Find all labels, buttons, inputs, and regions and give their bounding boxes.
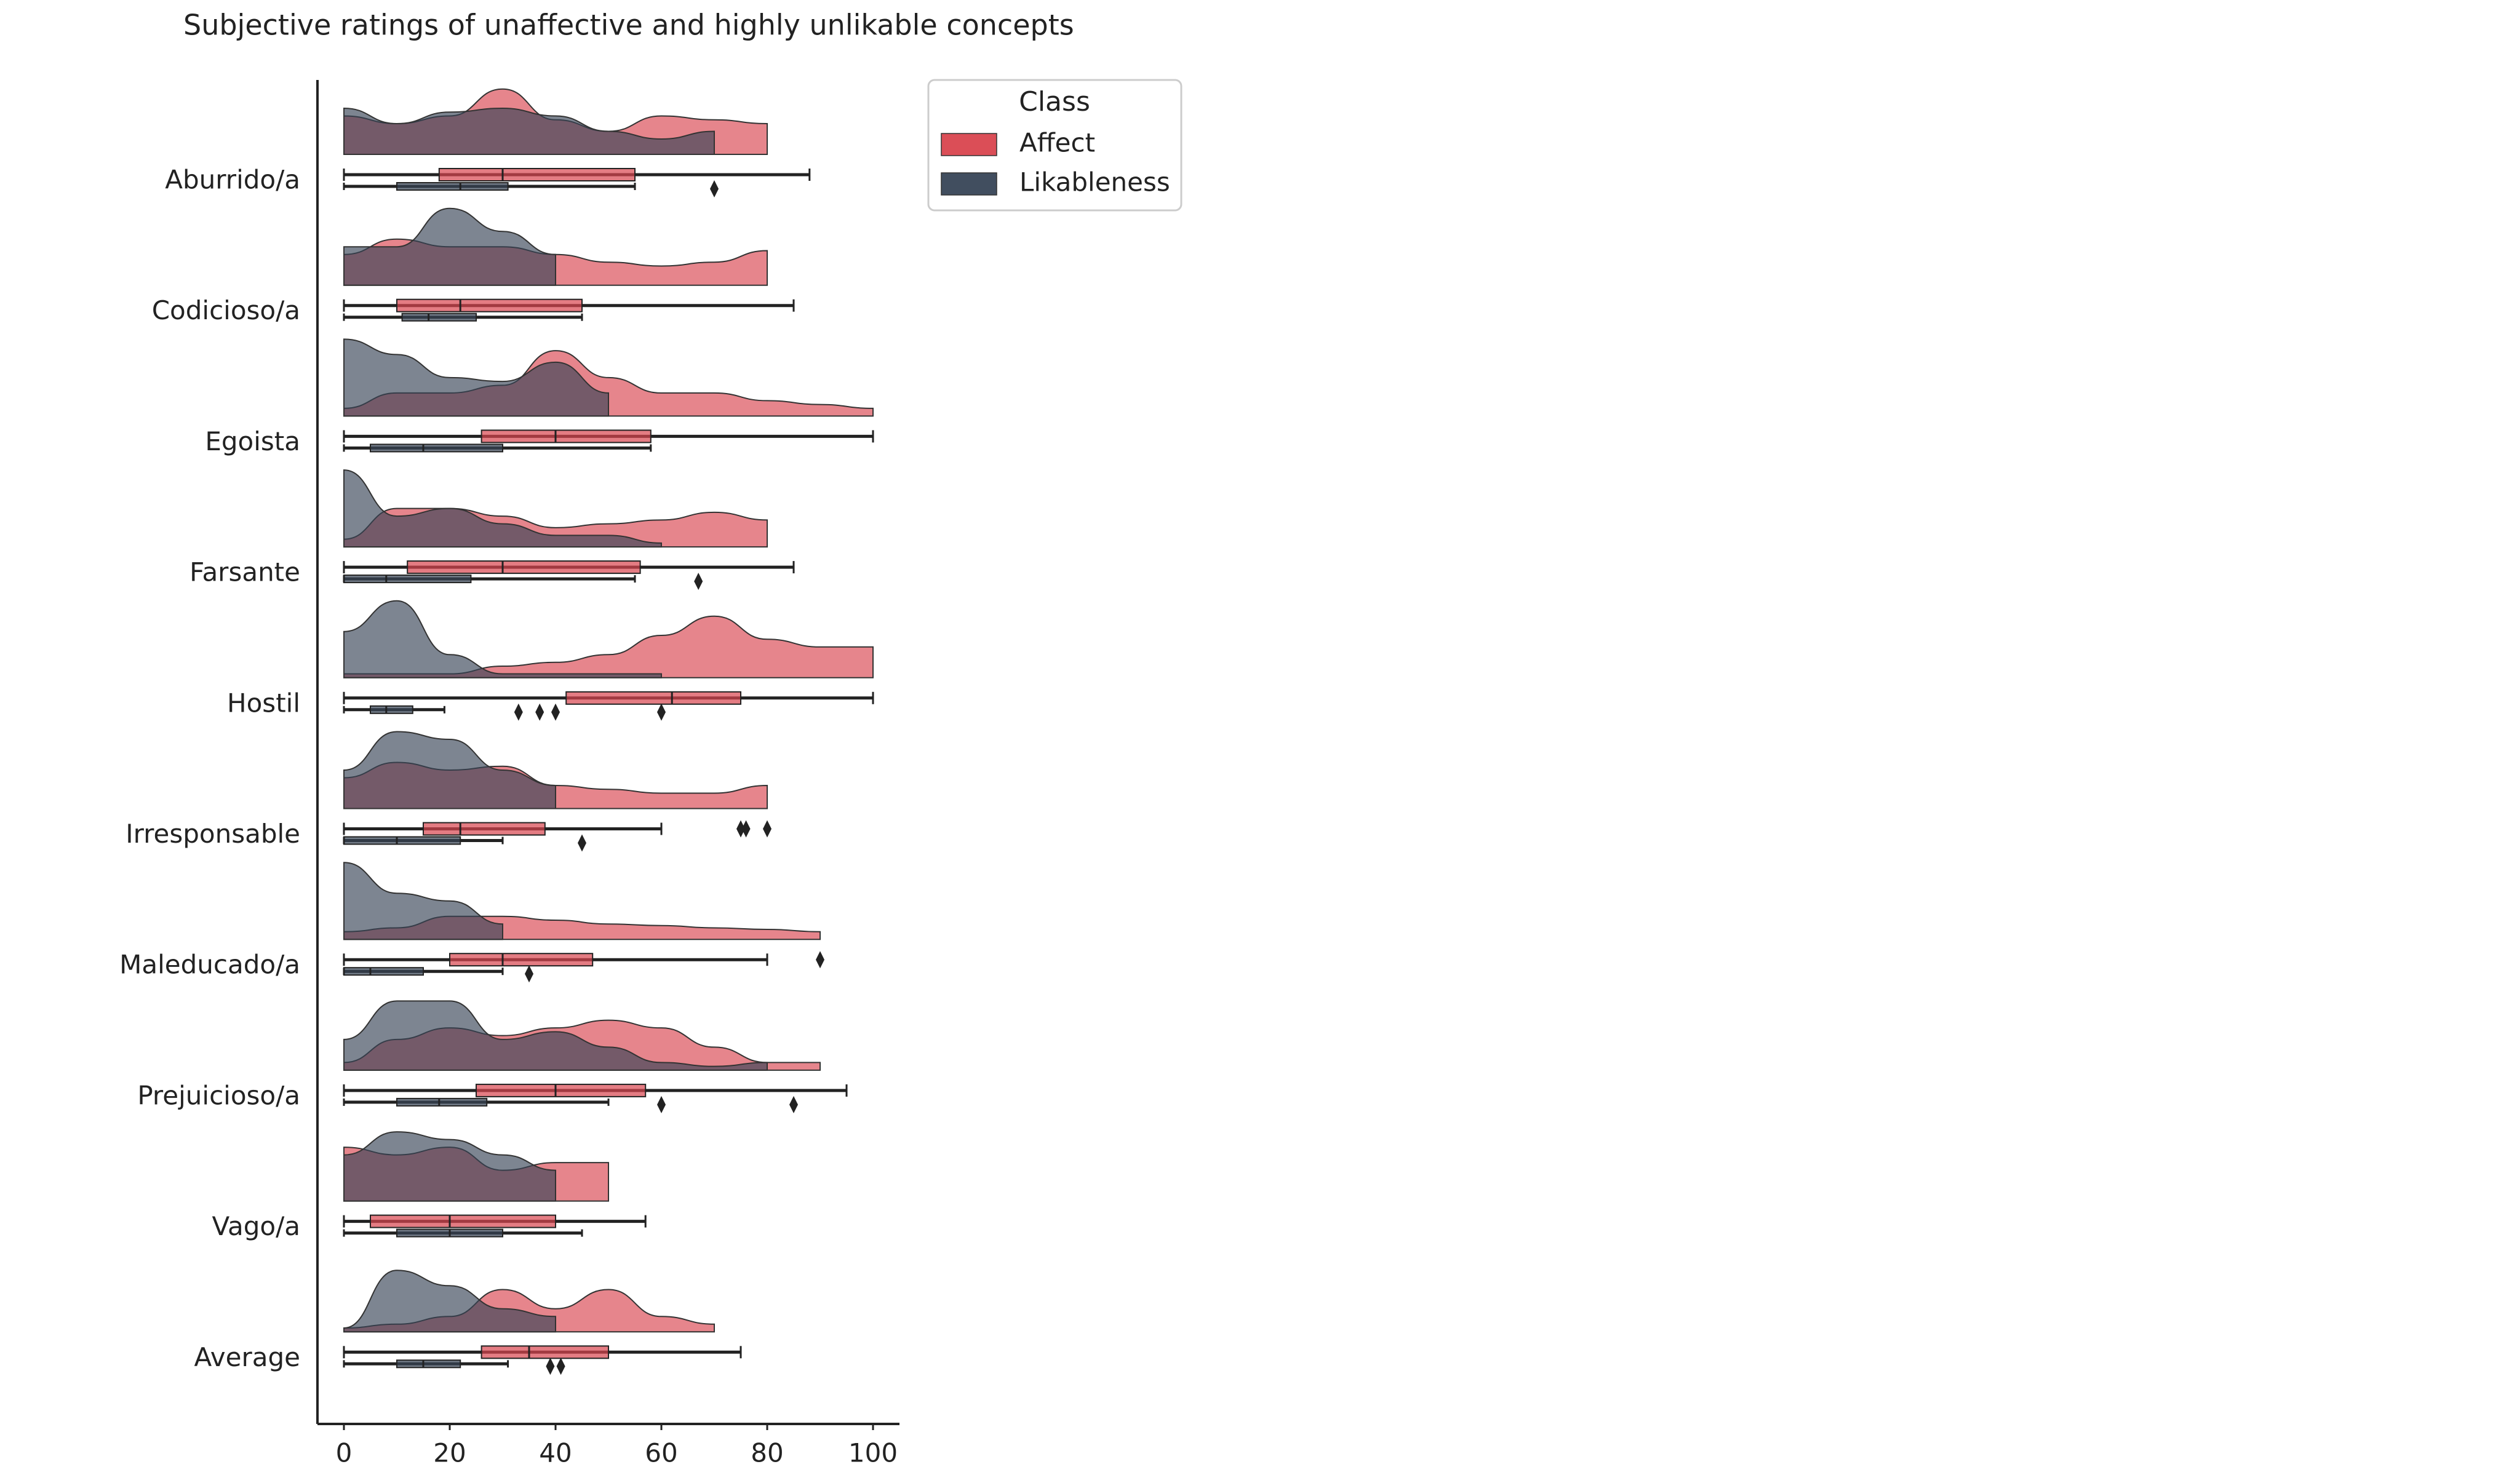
legend-swatch bbox=[941, 172, 997, 196]
density bbox=[343, 338, 609, 417]
density bbox=[343, 107, 715, 155]
density bbox=[343, 207, 556, 286]
density bbox=[343, 1270, 556, 1333]
box bbox=[423, 822, 546, 836]
y-tick-label: Prejuicioso/a bbox=[137, 1080, 300, 1110]
outlier bbox=[741, 820, 751, 838]
legend-label: Affect bbox=[1019, 128, 1095, 158]
y-tick-label: Vago/a bbox=[212, 1211, 300, 1241]
box bbox=[449, 953, 594, 967]
outlier bbox=[551, 703, 560, 721]
outlier bbox=[657, 703, 666, 721]
y-tick-label: Codicioso/a bbox=[152, 295, 300, 325]
legend-swatch bbox=[941, 133, 997, 156]
box bbox=[370, 705, 413, 714]
density bbox=[343, 1131, 556, 1202]
box bbox=[343, 574, 472, 584]
box bbox=[476, 1083, 647, 1097]
legend-label: Likableness bbox=[1019, 167, 1170, 197]
box bbox=[370, 1214, 556, 1228]
y-tick-label: Maleducado/a bbox=[119, 950, 300, 980]
y-tick-label: Aburrido/a bbox=[165, 165, 300, 195]
density bbox=[343, 862, 503, 940]
box bbox=[401, 312, 477, 322]
outlier bbox=[736, 820, 745, 838]
x-tick-label: 0 bbox=[336, 1438, 353, 1468]
box bbox=[343, 836, 461, 845]
y-tick-label: Farsante bbox=[189, 557, 300, 587]
box bbox=[396, 298, 583, 312]
density bbox=[343, 469, 662, 548]
outlier bbox=[525, 965, 533, 983]
outlier bbox=[789, 1095, 798, 1113]
box bbox=[343, 967, 424, 976]
outlier bbox=[694, 573, 703, 590]
x-tick-label: 40 bbox=[539, 1438, 572, 1468]
box bbox=[396, 182, 509, 191]
outlier bbox=[535, 703, 544, 721]
outlier bbox=[578, 834, 586, 852]
box bbox=[480, 429, 652, 443]
legend-title: Class bbox=[1019, 86, 1090, 117]
box bbox=[407, 560, 641, 574]
density bbox=[343, 600, 662, 678]
x-tick-label: 20 bbox=[433, 1438, 466, 1468]
box bbox=[480, 1345, 609, 1359]
box bbox=[438, 168, 636, 181]
x-tick-label: 80 bbox=[751, 1438, 783, 1468]
box bbox=[565, 691, 741, 705]
chart-title: Subjective ratings of unaffective and hi… bbox=[183, 9, 1074, 42]
density bbox=[343, 731, 556, 809]
y-tick-label: Average bbox=[194, 1342, 300, 1372]
box bbox=[370, 443, 503, 453]
x-tick-label: 100 bbox=[848, 1438, 898, 1468]
x-tick-label: 60 bbox=[645, 1438, 677, 1468]
outlier bbox=[657, 1095, 666, 1113]
outlier bbox=[556, 1358, 565, 1375]
outlier bbox=[710, 180, 719, 197]
box bbox=[396, 1359, 461, 1369]
box bbox=[396, 1097, 488, 1107]
y-tick-label: Egoista bbox=[205, 426, 300, 456]
outlier bbox=[763, 820, 772, 838]
density bbox=[343, 1000, 768, 1071]
y-tick-label: Hostil bbox=[227, 688, 300, 718]
outlier bbox=[816, 951, 824, 969]
outlier bbox=[514, 703, 523, 721]
y-tick-label: Irresponsable bbox=[126, 819, 300, 849]
outlier bbox=[546, 1358, 555, 1375]
